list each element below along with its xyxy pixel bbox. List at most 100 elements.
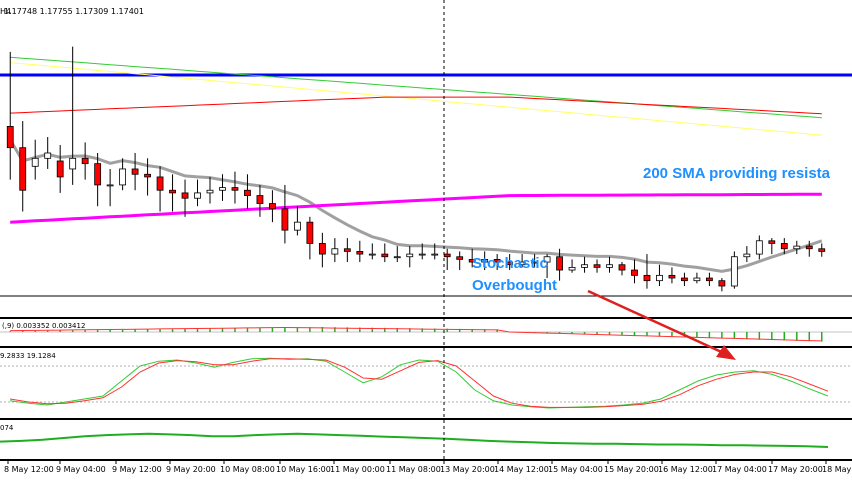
candle — [418, 243, 426, 260]
candle-body — [343, 248, 351, 252]
candle-body — [593, 264, 601, 268]
candle-body — [381, 253, 389, 258]
candle-body — [481, 258, 489, 263]
candle — [443, 248, 451, 271]
candle — [6, 51, 14, 180]
candlesticks — [6, 46, 826, 292]
candle — [593, 259, 601, 273]
candle-body — [743, 253, 751, 258]
candle-body — [293, 221, 301, 231]
x-tick-label: 10 May 16:00 — [276, 465, 331, 474]
sma200-line — [10, 192, 822, 224]
candle — [618, 262, 626, 276]
candle-body — [468, 258, 476, 263]
x-tick-label: 9 May 20:00 — [166, 465, 216, 474]
candle-body — [106, 184, 114, 187]
candle — [331, 238, 339, 263]
candle-body — [144, 173, 151, 178]
symbol-fragment: H4 — [0, 7, 11, 16]
candle-body — [81, 157, 89, 165]
candle — [281, 184, 289, 244]
candle-body — [618, 264, 626, 271]
candle — [56, 145, 64, 193]
candle-body — [805, 245, 813, 250]
stochastic-line-0 — [9, 357, 829, 409]
candle — [156, 166, 164, 212]
candle-body — [368, 253, 376, 256]
candle — [793, 240, 801, 255]
candle — [169, 174, 176, 212]
candle-body — [506, 261, 514, 266]
candle-body — [318, 243, 326, 255]
candle — [805, 240, 813, 257]
candle — [506, 254, 514, 271]
candle — [343, 238, 351, 263]
candle-body — [568, 266, 576, 271]
candle — [730, 251, 738, 289]
candle-body — [406, 253, 414, 258]
candle — [456, 251, 464, 271]
candle-body — [244, 189, 251, 196]
candle — [206, 176, 214, 204]
candle-body — [6, 126, 14, 149]
candle — [81, 142, 89, 180]
candle — [194, 179, 201, 207]
candle — [531, 254, 539, 268]
candle-body — [393, 256, 401, 259]
x-tick-label: 18 May — [822, 465, 852, 474]
candle — [518, 254, 526, 268]
candle-body — [730, 256, 738, 287]
sma-gray-line — [8, 138, 823, 273]
candle — [755, 235, 763, 260]
candle — [643, 254, 651, 289]
candle — [106, 168, 114, 207]
candle-body — [219, 187, 226, 191]
candle-body — [768, 240, 776, 244]
x-tick-label: 9 May 04:00 — [56, 465, 106, 474]
annotation-overbought: Overbought — [472, 277, 557, 294]
candle — [144, 158, 151, 196]
candle — [668, 267, 676, 284]
candle-body — [693, 277, 701, 282]
candle-body — [456, 256, 464, 260]
x-tick-label: 17 May 04:00 — [712, 465, 767, 474]
candle — [681, 272, 688, 286]
candle-body — [631, 269, 638, 276]
x-tick-label: 10 May 08:00 — [220, 465, 275, 474]
ma-yellow-line — [10, 62, 822, 136]
candle — [693, 272, 701, 284]
adx-panel — [0, 432, 829, 448]
candle-body — [793, 245, 801, 250]
candle-body — [281, 208, 289, 231]
x-tick-label: 13 May 20:00 — [440, 465, 495, 474]
x-tick-label: 11 May 08:00 — [386, 465, 441, 474]
candle-body — [331, 248, 339, 255]
x-tick-label: 8 May 12:00 — [4, 465, 54, 474]
candle-body — [581, 264, 588, 268]
candle — [631, 259, 638, 284]
ma-green-line — [10, 56, 822, 119]
candle-body — [418, 253, 426, 256]
candle-body — [755, 240, 763, 255]
candle — [656, 264, 663, 286]
ma-red-line — [10, 96, 822, 115]
candle — [556, 248, 563, 281]
candle-body — [531, 261, 539, 264]
candle — [381, 243, 389, 263]
macd-readout: (,9) 0.003352 0.003412 — [2, 322, 85, 330]
candle-body — [169, 189, 176, 194]
candle-body — [269, 203, 276, 210]
candle-body — [493, 258, 501, 263]
candle-body — [256, 195, 264, 204]
candle — [293, 206, 301, 236]
candle — [94, 153, 102, 207]
candle — [581, 256, 588, 273]
candle-body — [156, 176, 164, 191]
candle-body — [306, 221, 314, 244]
candle — [231, 171, 239, 204]
candle-body — [119, 168, 127, 186]
candle-body — [19, 147, 27, 191]
candle — [568, 259, 576, 273]
candle-body — [780, 243, 788, 250]
